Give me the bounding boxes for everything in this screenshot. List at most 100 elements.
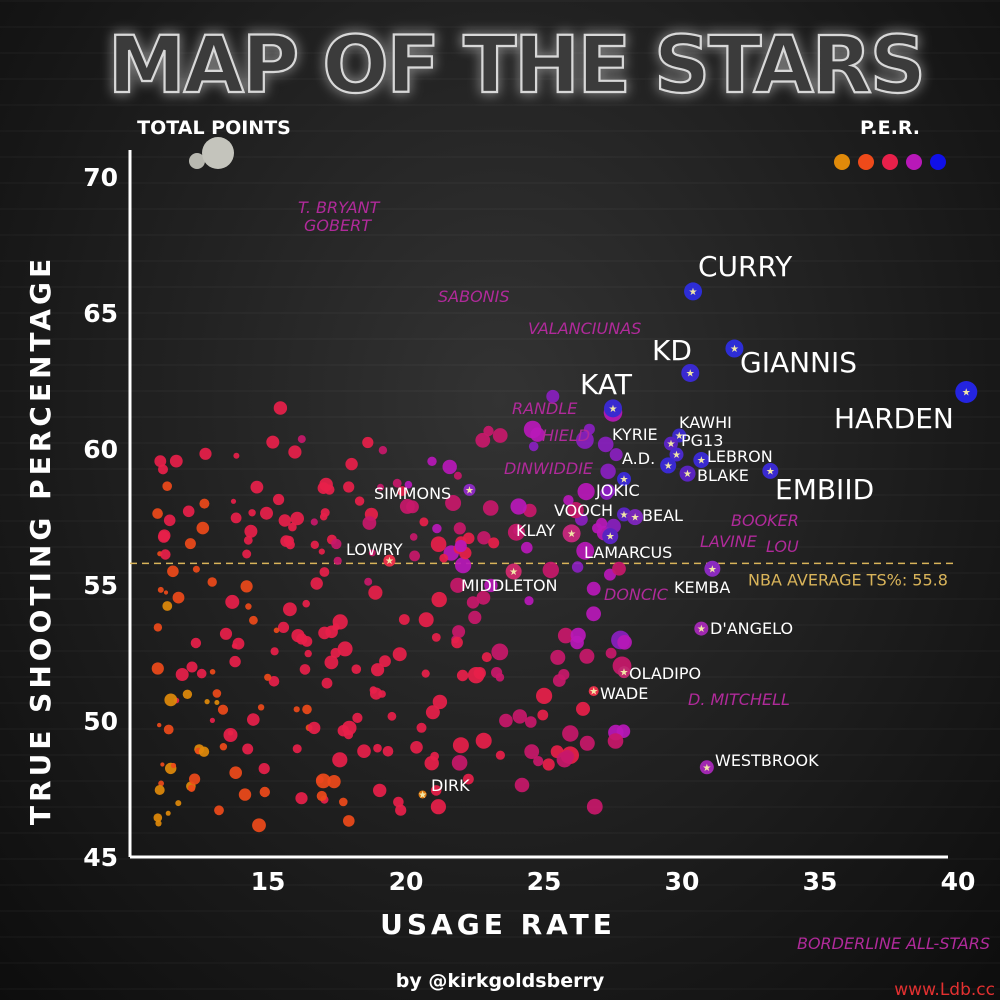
- background-point: [219, 743, 228, 751]
- background-point: [217, 704, 229, 715]
- background-point: [343, 730, 354, 740]
- background-point: [392, 478, 402, 488]
- background-point: [160, 549, 171, 560]
- background-point: [343, 815, 355, 827]
- background-point: [492, 428, 508, 443]
- player-point: [693, 451, 710, 468]
- background-point: [542, 758, 555, 771]
- background-point: [273, 401, 288, 415]
- background-point: [277, 621, 290, 634]
- background-point: [209, 669, 216, 675]
- background-point: [157, 722, 162, 728]
- star-icon: ★: [683, 469, 692, 480]
- y-axis-title: TRUE SHOOTING PERCENTAGE: [24, 255, 57, 825]
- background-point: [427, 456, 437, 466]
- background-point: [158, 780, 165, 787]
- player-label: VOOCH: [554, 501, 613, 520]
- legend-per-swatch: [882, 154, 898, 170]
- player-label: WADE: [600, 684, 648, 703]
- background-point: [425, 705, 440, 720]
- background-point: [397, 486, 408, 497]
- background-point: [291, 629, 305, 643]
- background-point: [576, 431, 594, 449]
- background-point: [157, 531, 170, 543]
- legend-color-label: P.E.R.: [860, 117, 920, 139]
- background-point: [583, 423, 595, 435]
- background-point: [484, 578, 498, 593]
- background-point: [491, 643, 509, 661]
- player-point: [681, 363, 700, 382]
- borderline-label: HIELD: [542, 426, 590, 445]
- player-label: DIRK: [431, 776, 470, 795]
- background-point: [452, 625, 466, 639]
- reference-line-label: NBA AVERAGE TS%: 55.8: [748, 570, 948, 589]
- background-point: [482, 500, 499, 516]
- x-tick-label: 40: [941, 867, 976, 896]
- player-point: [699, 760, 714, 775]
- background-point: [524, 596, 534, 606]
- background-points: [151, 389, 632, 833]
- background-point: [368, 585, 383, 600]
- background-point: [596, 517, 608, 529]
- y-tick-label: 50: [83, 707, 118, 736]
- player-point: [704, 560, 721, 577]
- background-point: [162, 601, 173, 611]
- player-point: [955, 381, 978, 404]
- player-point: [694, 621, 709, 636]
- background-point: [244, 524, 258, 538]
- background-point: [310, 540, 319, 549]
- player-label: BEAL: [642, 506, 683, 525]
- player-label: LAMARCUS: [584, 543, 672, 562]
- legend-size-large: [202, 137, 234, 169]
- background-point: [430, 536, 447, 552]
- background-point: [204, 699, 210, 705]
- background-point: [259, 786, 270, 798]
- player-label: LOWRY: [346, 540, 403, 559]
- background-point: [466, 596, 480, 609]
- borderline-label: VALANCIUNAS: [528, 319, 641, 338]
- background-point: [160, 762, 165, 767]
- background-point: [567, 502, 584, 519]
- background-point: [612, 561, 626, 576]
- background-point: [362, 516, 377, 530]
- background-point: [510, 498, 527, 515]
- star-icon: ★: [465, 485, 474, 496]
- player-label: SIMMONS: [374, 484, 451, 503]
- player-label: BLAKE: [697, 466, 749, 485]
- background-point: [316, 790, 327, 802]
- background-point: [167, 565, 179, 578]
- background-point: [419, 517, 429, 527]
- star-icon: ★: [697, 455, 706, 466]
- background-point: [362, 436, 374, 449]
- background-point: [432, 523, 442, 534]
- x-tick-label: 35: [803, 867, 838, 896]
- background-point: [343, 481, 355, 493]
- background-point: [242, 743, 254, 755]
- background-point: [225, 594, 240, 609]
- background-point: [199, 498, 210, 509]
- background-point: [186, 661, 198, 673]
- background-point: [292, 744, 302, 754]
- borderline-label: GOBERT: [304, 216, 372, 235]
- background-point: [507, 523, 525, 541]
- player-label: KAWHI: [679, 413, 732, 432]
- player-point: [684, 282, 703, 301]
- background-point: [152, 508, 163, 519]
- background-point: [454, 539, 467, 553]
- background-point: [199, 447, 212, 460]
- background-point: [586, 798, 603, 815]
- star-icon: ★: [672, 450, 681, 461]
- background-point: [453, 471, 462, 480]
- background-point: [324, 655, 339, 670]
- background-point: [252, 818, 266, 833]
- background-point: [424, 756, 439, 771]
- background-point: [586, 606, 601, 622]
- background-point: [327, 775, 341, 789]
- player-point: [627, 509, 644, 526]
- borderline-label: DONCIC: [604, 585, 669, 604]
- background-point: [445, 495, 462, 511]
- background-point: [475, 432, 491, 448]
- background-point: [431, 591, 447, 608]
- background-point: [196, 668, 207, 679]
- background-point: [190, 637, 202, 649]
